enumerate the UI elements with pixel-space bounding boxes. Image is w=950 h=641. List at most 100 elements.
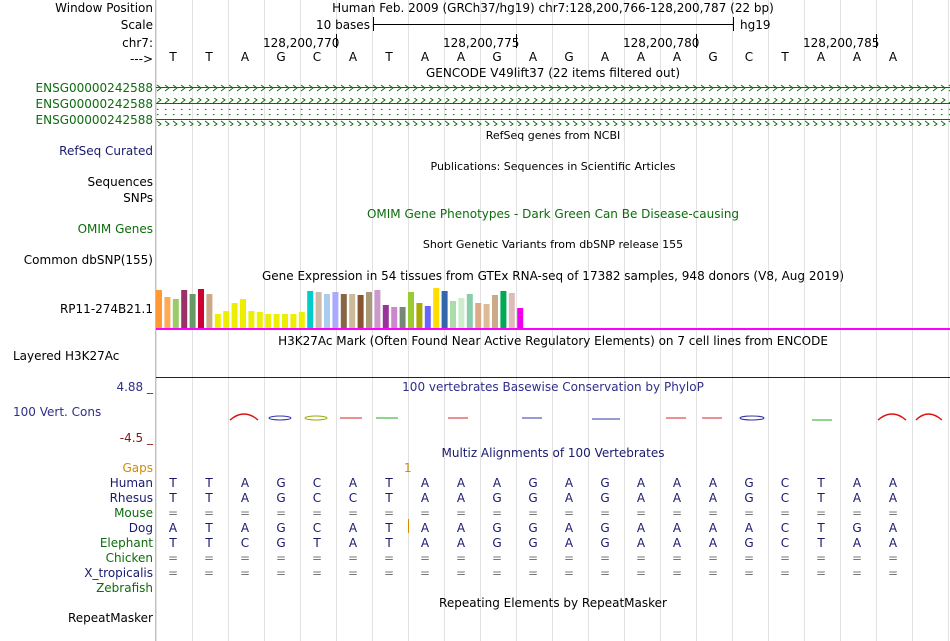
species-label[interactable]: Human [109,476,153,490]
alignment-base: = [563,506,575,520]
gtex-tissue-bar[interactable] [399,307,406,328]
dna-base: C [744,50,754,64]
gtex-tissue-bar[interactable] [223,311,230,328]
alignment-base: G [600,491,610,505]
gtex-tissue-bar[interactable] [156,290,162,328]
gtex-tissue-bar[interactable] [391,307,398,328]
gtex-tissue-bar[interactable] [282,314,288,328]
species-label[interactable]: Elephant [99,536,153,550]
snps-track-label[interactable]: SNPs [123,191,153,205]
refseq-track-label[interactable]: RefSeq Curated [59,144,153,158]
gtex-bar-chart[interactable] [156,284,950,332]
alignment-base: A [672,536,682,550]
gene-track-label[interactable]: ENSG00000242588 [35,81,153,95]
gtex-tissue-bar[interactable] [500,291,507,328]
repeatmasker-track-title: Repeating Elements by RepeatMasker [439,596,667,610]
alignment-base: A [456,521,466,535]
gtex-tissue-bar[interactable] [450,301,456,328]
gtex-tissue-bar[interactable] [340,294,347,328]
species-label[interactable]: X_tropicalis [84,566,153,580]
alignment-base: T [385,476,393,490]
alignment-base: A [168,521,178,535]
scale-text: 10 bases [316,18,370,32]
gtex-tissue-bar[interactable] [206,294,213,328]
base-grid-line [768,0,769,641]
gtex-tissue-bar[interactable] [492,295,498,328]
gtex-tissue-bar[interactable] [517,308,524,328]
omim-track-title: OMIM Gene Phenotypes - Dark Green Can Be… [366,207,740,221]
alignment-base: C [240,536,250,550]
gtex-tissue-bar[interactable] [424,306,431,328]
alignment-base: G [276,476,286,490]
tick-mark [876,34,877,48]
gene-track-label[interactable]: ENSG00000242588 [35,97,153,111]
position-header: Human Feb. 2009 (GRCh37/hg19) chr7:128,2… [332,1,774,15]
gtex-tissue-bar[interactable] [172,299,179,328]
gtex-tissue-bar[interactable] [466,294,473,328]
gtex-gene-label[interactable]: RP11-274B21.1 [59,302,153,316]
gtex-tissue-bar[interactable] [265,314,272,328]
gene-track-label[interactable]: ENSG00000242588 [35,113,153,127]
tick-label: 128,200,775 [443,36,520,50]
alignment-base: = [815,506,827,520]
gtex-tissue-bar[interactable] [273,314,280,328]
gtex-tissue-bar[interactable] [349,294,356,328]
gtex-tissue-bar[interactable] [382,305,389,328]
species-label[interactable]: Chicken [105,551,153,565]
repeatmasker-track-label[interactable]: RepeatMasker [67,611,153,625]
gtex-tissue-bar[interactable] [164,297,171,328]
gtex-tissue-bar[interactable] [256,312,263,328]
base-grid-line [660,0,661,641]
species-label[interactable]: Mouse [114,506,153,520]
sequences-track-label[interactable]: Sequences [87,175,153,189]
gtex-tissue-bar[interactable] [483,304,490,328]
chr-label: chr7: [122,36,153,50]
species-label[interactable]: Dog [128,521,153,535]
alignment-base: A [348,521,358,535]
cons-track-label[interactable]: 100 Vert. Cons [13,405,102,419]
gtex-tissue-bar[interactable] [508,293,515,328]
base-grid-line [516,0,517,641]
gtex-tissue-bar[interactable] [181,290,188,328]
alignment-base: T [169,476,177,490]
alignment-base: A [420,491,430,505]
gtex-tissue-bar[interactable] [290,314,297,328]
gtex-tissue-bar[interactable] [374,290,381,328]
gtex-tissue-bar[interactable] [324,294,330,328]
species-label[interactable]: Rhesus [109,491,153,505]
dna-base: A [456,50,466,64]
gtex-tissue-bar[interactable] [198,289,204,328]
alignment-base: = [563,566,575,580]
gtex-tissue-bar[interactable] [357,295,364,328]
alignment-base: A [852,476,862,490]
alignment-base: G [528,536,538,550]
alignment-base: = [671,566,683,580]
species-label[interactable]: Zebrafish [96,581,153,595]
gtex-tissue-bar[interactable] [458,298,465,328]
dna-base: A [528,50,538,64]
gtex-tissue-bar[interactable] [366,292,372,328]
gtex-tissue-bar[interactable] [240,299,246,328]
alignment-base: = [527,506,539,520]
gtex-tissue-bar[interactable] [315,292,322,328]
omim-track-label[interactable]: OMIM Genes [77,222,153,236]
gtex-tissue-bar[interactable] [214,314,221,328]
gtex-tissue-bar[interactable] [248,311,255,328]
gtex-tissue-bar[interactable] [298,312,305,328]
alignment-base: = [239,566,251,580]
common-dbsnp-track-label[interactable]: Common dbSNP(155) [23,253,153,267]
layered-h3k27ac-label[interactable]: Layered H3K27Ac [13,349,120,363]
alignment-base: = [527,566,539,580]
gtex-tissue-bar[interactable] [307,291,314,328]
gtex-tissue-bar[interactable] [475,303,482,328]
gtex-tissue-bar[interactable] [231,303,238,328]
gtex-tissue-bar[interactable] [189,294,196,328]
gtex-tissue-bar[interactable] [416,303,423,328]
gtex-tissue-bar[interactable] [408,292,414,328]
gtex-tissue-bar[interactable] [332,292,339,328]
gtex-tissue-bar[interactable] [441,291,448,328]
base-grid-line [264,0,265,641]
gtex-tissue-bar[interactable] [433,288,440,328]
alignment-base: = [779,506,791,520]
scale-bar-right [733,17,734,31]
